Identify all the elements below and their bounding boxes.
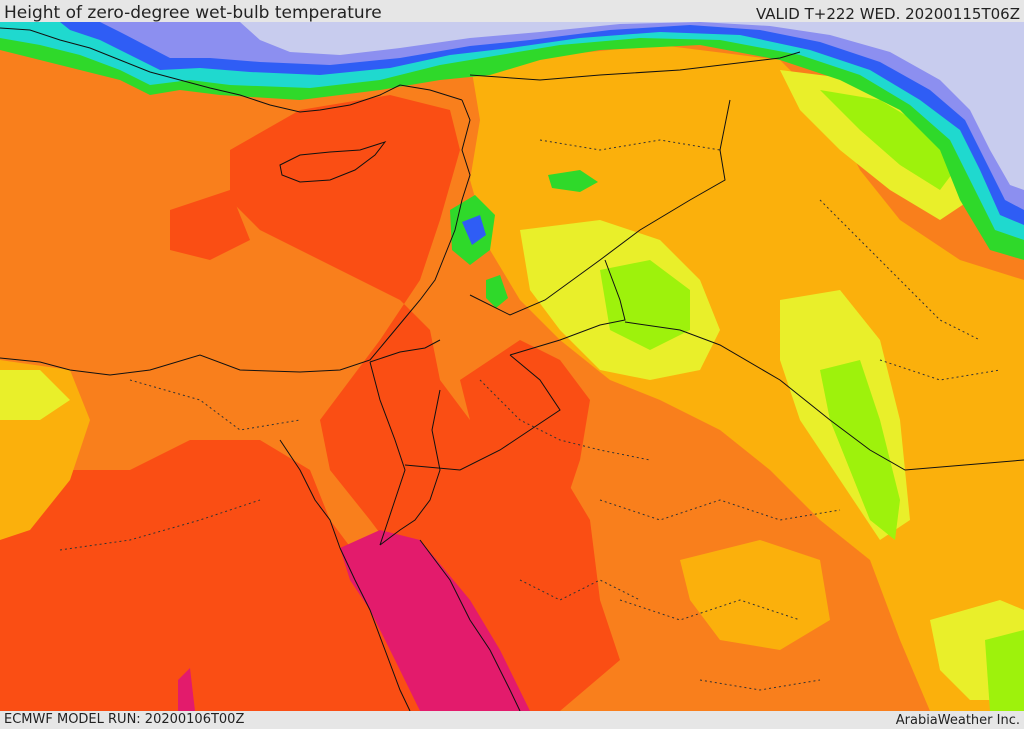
- field-lime-southeast: [985, 630, 1024, 711]
- coastlines: [0, 27, 521, 711]
- field-magenta-egypt-south: [178, 668, 195, 711]
- field-magenta-red-sea: [340, 530, 530, 711]
- forecast-map[interactable]: [0, 22, 1024, 711]
- field-lime-north: [820, 90, 955, 190]
- field-lime-iraq: [820, 360, 900, 540]
- valid-time: VALID T+222 WED. 20200115T06Z: [755, 5, 1020, 23]
- field-lime-syria: [600, 260, 690, 350]
- field-cyan-turkey: [0, 22, 1024, 240]
- map-title: Height of zero-degree wet-bulb temperatu…: [4, 3, 382, 23]
- map-footer: ECMWF MODEL RUN: 20200106T00Z ArabiaWeat…: [0, 711, 1024, 729]
- field-blue-lebanon: [462, 215, 486, 245]
- field-deep-orange-egypt: [0, 440, 420, 711]
- field-yellow-west: [0, 370, 70, 420]
- country-borders: [369, 51, 1024, 471]
- province-borders: [59, 139, 1001, 691]
- field-yellow-north: [780, 70, 970, 220]
- field-deep-orange-arabia: [460, 340, 590, 520]
- forecast-map-svg: [0, 22, 1024, 711]
- field-amber-arabia-south: [680, 540, 830, 650]
- field-green-jordan: [486, 275, 508, 308]
- map-header: Height of zero-degree wet-bulb temperatu…: [0, 0, 1024, 23]
- field-blue-turkey: [60, 22, 1024, 225]
- field-deep-orange-mediterranean: [230, 95, 620, 711]
- field-deep-orange-med-west: [170, 190, 250, 260]
- field-amber-levant: [470, 45, 1024, 711]
- field-green-syria-north: [548, 170, 598, 192]
- credit-text: ArabiaWeather Inc.: [895, 713, 1020, 728]
- model-run: ECMWF MODEL RUN: 20200106T00Z: [4, 712, 245, 727]
- field-lavender-turkey: [240, 22, 1024, 190]
